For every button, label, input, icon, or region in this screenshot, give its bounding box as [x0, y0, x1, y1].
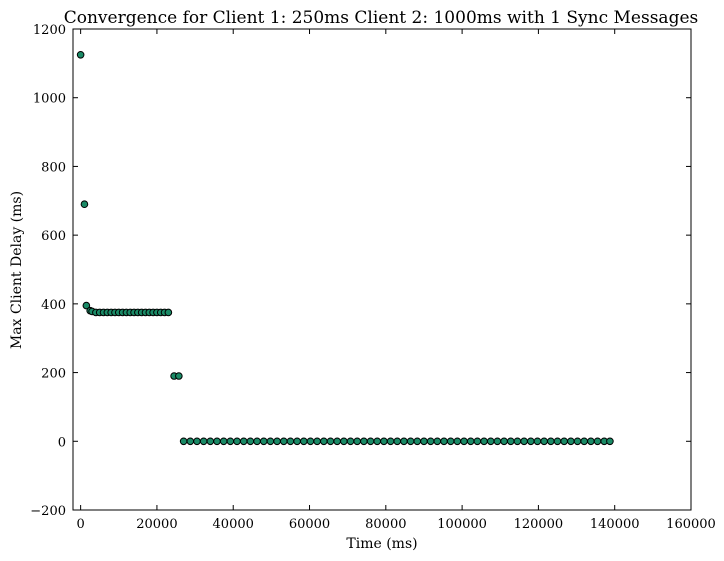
- data-point: [493, 437, 502, 446]
- data-point: [266, 437, 275, 446]
- data-point: [213, 437, 221, 446]
- data-point: [299, 437, 308, 446]
- data-point: [286, 437, 295, 446]
- data-point: [526, 437, 535, 446]
- x-tick-label: 80000: [365, 517, 406, 532]
- chart-title: Convergence for Client 1: 250ms Client 2…: [64, 8, 699, 28]
- x-tick-label: 120000: [514, 517, 564, 532]
- data-point: [246, 437, 255, 446]
- y-tick-label: 400: [41, 298, 66, 313]
- data-point: [380, 437, 388, 446]
- x-tick-label: 140000: [590, 517, 640, 532]
- plot-frame: [72, 28, 692, 511]
- data-point: [453, 437, 462, 446]
- data-point: [560, 437, 568, 446]
- data-point: [553, 437, 562, 446]
- data-point: [80, 200, 89, 209]
- x-tick-label: 40000: [213, 517, 254, 532]
- data-point: [253, 437, 261, 446]
- data-point: [606, 437, 614, 446]
- data-point: [164, 308, 173, 317]
- data-point: [480, 437, 488, 446]
- data-point: [346, 437, 355, 446]
- data-point: [326, 437, 335, 446]
- data-point: [360, 437, 368, 446]
- y-tick-label: 0: [58, 435, 66, 450]
- data-point: [440, 437, 448, 446]
- data-point: [366, 437, 375, 446]
- data-point: [386, 437, 395, 446]
- y-tick-label: 1200: [33, 23, 66, 38]
- data-point: [333, 437, 341, 446]
- data-point: [413, 437, 422, 446]
- x-tick-label: 0: [76, 517, 84, 532]
- data-point: [433, 437, 442, 446]
- data-point: [186, 437, 195, 446]
- x-tick-label: 60000: [289, 517, 330, 532]
- data-point: [233, 437, 241, 446]
- x-axis: 0 20000 40000 60000 80000 100000 120000 140000 1…: [76, 29, 716, 532]
- y-axis-label: Max Client Delay (ms): [9, 191, 25, 349]
- data-point: [460, 437, 468, 446]
- x-tick-label: 160000: [666, 517, 716, 532]
- data-point: [306, 437, 315, 446]
- data-point: [500, 437, 508, 446]
- data-point: [179, 437, 188, 446]
- data-point: [400, 437, 408, 446]
- data-point: [175, 372, 183, 380]
- y-axis: −200 0 200 400 600 800 1000 1200: [30, 23, 691, 519]
- data-point: [473, 437, 482, 446]
- data-point: [486, 437, 495, 446]
- data-point: [219, 437, 228, 446]
- data-point: [199, 437, 208, 446]
- data-point: [420, 437, 428, 446]
- data-point: [567, 437, 575, 446]
- data-point: [206, 437, 215, 446]
- x-axis-label: Time (ms): [346, 536, 417, 552]
- data-point: [193, 437, 201, 446]
- x-tick-label: 100000: [437, 517, 487, 532]
- data-point: [82, 301, 91, 310]
- data-point: [279, 437, 288, 446]
- data-point: [353, 437, 362, 446]
- data-point: [259, 437, 268, 446]
- data-point: [406, 437, 415, 446]
- data-point: [273, 437, 281, 446]
- data-point: [593, 437, 602, 446]
- data-point: [506, 437, 515, 446]
- y-tick-label: 1000: [33, 92, 66, 107]
- y-tick-label: −200: [30, 504, 66, 519]
- data-point: [426, 437, 435, 446]
- x-tick-label: 20000: [136, 517, 177, 532]
- data-point: [340, 437, 348, 446]
- data-point: [466, 437, 475, 446]
- data-point: [547, 437, 555, 446]
- data-point: [373, 437, 382, 446]
- data-point: [573, 437, 582, 446]
- y-tick-label: 800: [41, 160, 66, 175]
- y-tick-label: 200: [41, 367, 66, 382]
- data-point: [313, 437, 321, 446]
- data-point: [320, 437, 328, 446]
- data-point: [293, 437, 301, 446]
- data-point: [446, 437, 455, 446]
- data-point: [587, 437, 595, 446]
- data-point: [513, 437, 522, 446]
- data-point: [580, 437, 588, 446]
- y-tick-label: 600: [41, 229, 66, 244]
- data-point: [239, 437, 248, 446]
- data-point: [393, 437, 402, 446]
- data-point: [520, 437, 528, 446]
- data-point: [540, 437, 548, 446]
- data-points: [76, 50, 614, 446]
- data-point: [226, 437, 235, 446]
- data-point: [76, 50, 85, 59]
- data-point: [533, 437, 542, 446]
